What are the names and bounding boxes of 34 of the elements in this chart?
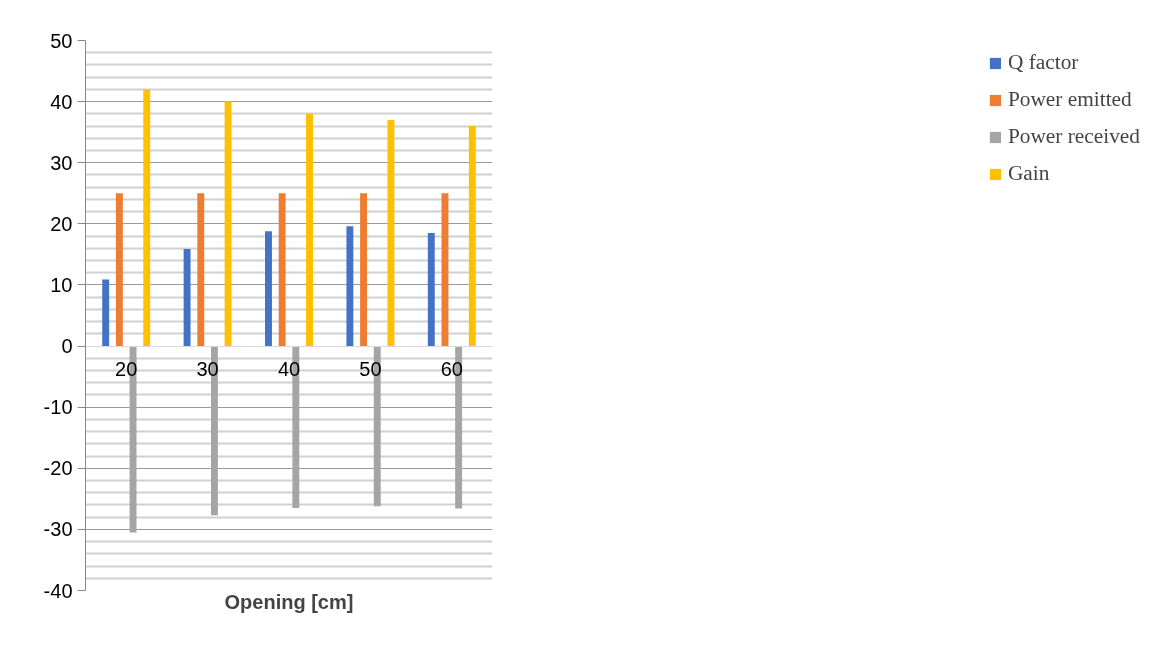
y-tick-label: 30 — [50, 151, 73, 174]
legend-label: Power emitted — [1007, 87, 1132, 112]
x-tick-label: 40 — [277, 358, 301, 381]
y-tick-label: 50 — [50, 29, 73, 52]
x-tick-label: 50 — [359, 358, 382, 381]
y-tick-label: -20 — [43, 457, 73, 480]
x-tick-label: 60 — [440, 358, 463, 381]
legend-label: Gain — [1007, 161, 1050, 186]
bar — [224, 101, 232, 347]
bar — [115, 193, 123, 347]
bar — [183, 248, 191, 347]
bar — [427, 233, 435, 347]
legend-label: Q factor — [1007, 50, 1079, 75]
bar — [468, 126, 476, 347]
bar — [306, 113, 313, 347]
x-tick-label: 20 — [115, 358, 138, 381]
bar — [387, 119, 395, 347]
y-tick-label: -40 — [43, 579, 73, 602]
y-tick-label: 20 — [50, 212, 73, 235]
y-tick-label: -30 — [43, 518, 73, 541]
legend-label: Power received — [1007, 124, 1140, 149]
bar — [143, 89, 151, 347]
bar — [102, 279, 110, 347]
bar — [265, 231, 272, 347]
bar — [197, 193, 205, 347]
y-tick-label: -10 — [43, 396, 73, 419]
y-tick-label: 40 — [50, 90, 73, 113]
bar — [360, 193, 368, 347]
bar — [278, 193, 286, 347]
x-axis-title: Opening [cm] — [224, 590, 354, 613]
y-tick-label: 10 — [50, 273, 73, 296]
y-tick-label: 0 — [61, 335, 73, 358]
bar — [346, 226, 354, 347]
x-tick-label: 30 — [196, 358, 219, 381]
